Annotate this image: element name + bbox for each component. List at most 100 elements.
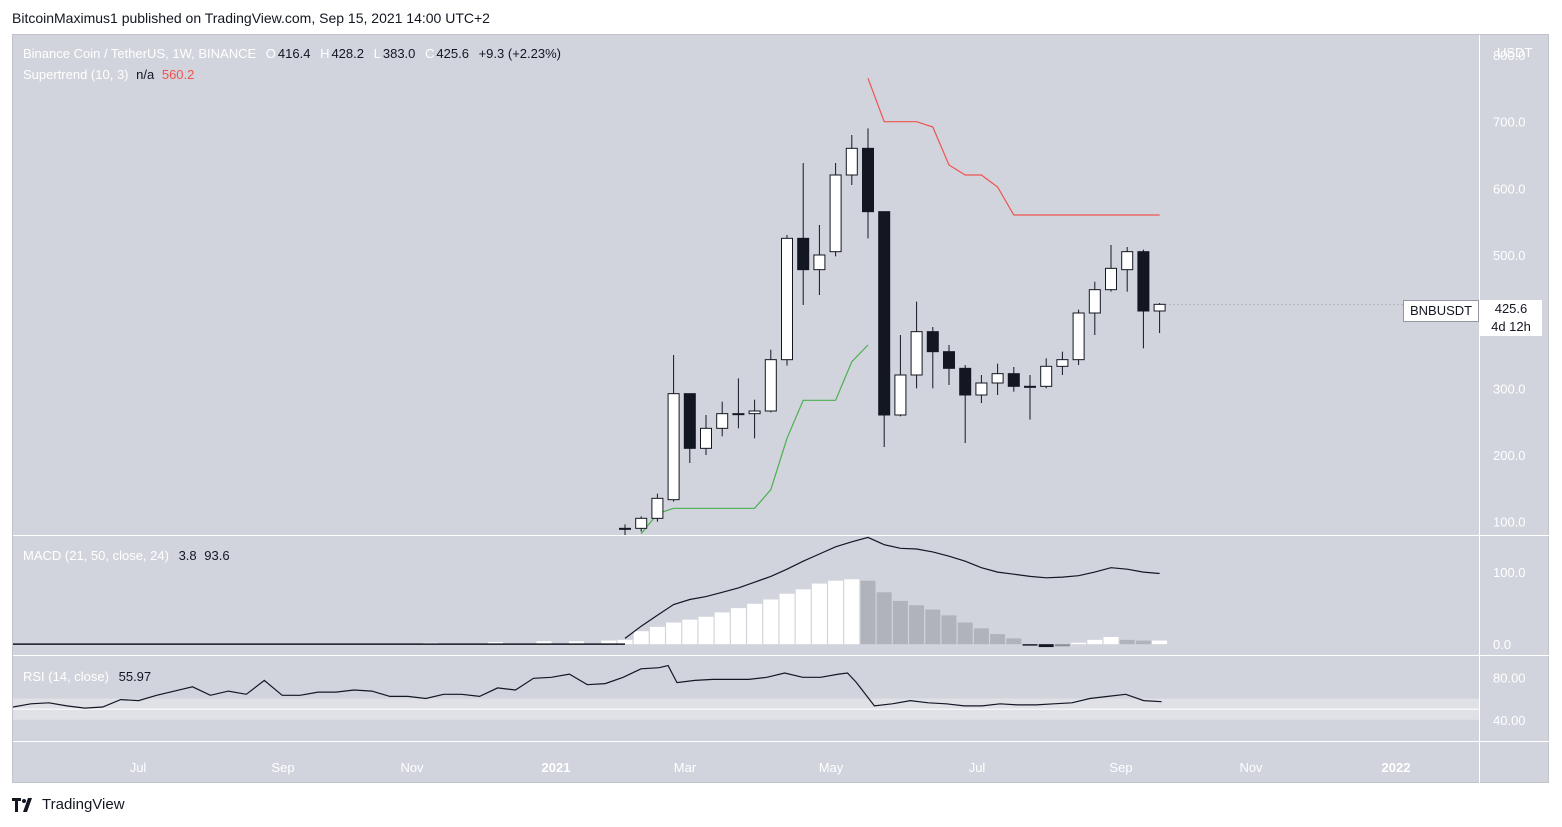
macd-line bbox=[624, 536, 1160, 639]
macd-histogram-bar bbox=[1006, 638, 1022, 645]
rsi-legend: RSI (14, close) 55.97 bbox=[23, 669, 151, 684]
tradingview-footer[interactable]: TradingView bbox=[12, 796, 125, 813]
candle-body bbox=[1024, 385, 1036, 388]
macd-histogram-bar bbox=[1087, 639, 1103, 645]
open-value: 416.4 bbox=[277, 46, 311, 61]
candle-body bbox=[1007, 373, 1020, 387]
macd-histogram-bar bbox=[763, 599, 779, 645]
price-axis-tick: 200.0 bbox=[1493, 448, 1526, 463]
time-axis-tick: Sep bbox=[271, 760, 294, 775]
candle-body bbox=[667, 393, 680, 501]
candle-body bbox=[764, 359, 777, 412]
rsi-line bbox=[13, 664, 1162, 709]
time-axis-tick: Nov bbox=[1239, 760, 1263, 775]
low-label: L bbox=[373, 46, 381, 61]
rsi-label: RSI (14, close) bbox=[23, 669, 109, 684]
supertrend-legend: Supertrend (10, 3) n/a 560.2 bbox=[23, 67, 194, 82]
candle-body bbox=[959, 367, 972, 396]
time-axis-tick: Nov bbox=[400, 760, 424, 775]
macd-value-1: 3.8 bbox=[178, 548, 197, 563]
macd-histogram-bar bbox=[860, 580, 876, 645]
candles-group bbox=[619, 128, 1166, 535]
price-axis-tick: 300.0 bbox=[1493, 381, 1526, 396]
candle-body bbox=[635, 517, 648, 529]
bar-countdown: 4d 12h bbox=[1491, 319, 1531, 334]
macd-axis-tick: 100.0 bbox=[1493, 565, 1526, 580]
price-axis-tick: 600.0 bbox=[1493, 181, 1526, 196]
close-label: C bbox=[425, 46, 435, 61]
change-value: +9.3 (+2.23%) bbox=[478, 46, 561, 61]
macd-histogram-bar bbox=[876, 592, 892, 645]
rsi-value: 55.97 bbox=[118, 669, 152, 684]
price-axis-tick: 700.0 bbox=[1493, 115, 1526, 130]
candle-body bbox=[975, 382, 988, 396]
macd-histogram-bar bbox=[779, 593, 795, 645]
price-axis-unit: USDT bbox=[1497, 45, 1532, 60]
macd-histogram-bar bbox=[730, 608, 746, 645]
main-legend: Binance Coin / TetherUS, 1W, BINANCE O 41… bbox=[23, 46, 561, 61]
rsi-axis-tick: 80.00 bbox=[1493, 670, 1526, 685]
candle-body bbox=[683, 393, 696, 449]
macd-histogram-bar bbox=[633, 631, 649, 645]
supertrend-label: Supertrend (10, 3) bbox=[23, 67, 129, 82]
macd-histogram-bar bbox=[844, 579, 860, 645]
high-label: H bbox=[320, 46, 330, 61]
macd-histogram-bar bbox=[1135, 640, 1151, 645]
symbol-price-tag: BNBUSDT bbox=[1403, 300, 1480, 322]
time-axis-tick: Mar bbox=[674, 760, 697, 775]
macd-histogram-bar bbox=[601, 640, 617, 645]
candle-body bbox=[943, 351, 955, 369]
last-price: 425.6 bbox=[1494, 301, 1528, 316]
candle-body bbox=[1137, 251, 1150, 312]
macd-histogram-bar bbox=[892, 600, 908, 645]
macd-histogram-bar bbox=[1054, 644, 1070, 647]
macd-histogram-bar bbox=[747, 603, 763, 645]
macd-histogram-bar bbox=[795, 589, 811, 645]
candle-body bbox=[1072, 312, 1085, 361]
macd-histogram-bar bbox=[698, 616, 714, 645]
macd-legend: MACD (21, 50, close, 24) 3.8 93.6 bbox=[23, 548, 230, 563]
time-axis-tick: 2021 bbox=[542, 760, 571, 775]
macd-histogram-bar bbox=[941, 615, 957, 645]
macd-histogram-bar bbox=[811, 583, 827, 645]
supertrend-na: n/a bbox=[136, 67, 155, 82]
last-price-box: 425.6 4d 12h bbox=[1480, 300, 1542, 336]
candle-body bbox=[991, 373, 1004, 384]
macd-label: MACD (21, 50, close, 24) bbox=[23, 548, 169, 563]
high-value: 428.2 bbox=[331, 46, 364, 61]
candle-body bbox=[797, 237, 810, 271]
supertrend-up-line bbox=[640, 344, 869, 535]
macd-axis-tick: 0.0 bbox=[1493, 637, 1511, 652]
macd-histogram-bar bbox=[828, 580, 844, 645]
candle-body bbox=[894, 374, 907, 416]
candle-body bbox=[1040, 365, 1053, 387]
macd-histogram-bar bbox=[973, 628, 989, 645]
time-axis-tick: Sep bbox=[1109, 760, 1132, 775]
macd-histogram-bar bbox=[1038, 644, 1054, 648]
time-axis-tick: 2022 bbox=[1382, 760, 1411, 775]
chart-frame[interactable]: USDT800.0700.0600.0500.0400.0300.0200.01… bbox=[12, 34, 1550, 784]
time-axis-tick: May bbox=[819, 760, 844, 775]
close-value: 425.6 bbox=[436, 46, 469, 61]
macd-value-2: 93.6 bbox=[204, 548, 230, 563]
supertrend-down-line bbox=[867, 78, 1160, 216]
candle-body bbox=[845, 147, 858, 176]
price-axis-tick: 800.0 bbox=[1493, 48, 1526, 63]
macd-histogram-bar bbox=[536, 641, 552, 645]
candle-body bbox=[1056, 359, 1069, 367]
macd-histogram-bar bbox=[682, 619, 698, 645]
candle-body bbox=[878, 211, 891, 416]
candle-body bbox=[910, 331, 923, 376]
candle-body bbox=[1153, 303, 1166, 312]
tradingview-logo-icon bbox=[12, 797, 32, 812]
symbol-title: Binance Coin / TetherUS, 1W, BINANCE bbox=[23, 46, 257, 61]
candle-body bbox=[1088, 289, 1101, 314]
macd-histogram-bar bbox=[990, 634, 1006, 645]
candle-body bbox=[732, 413, 745, 416]
supertrend-value: 560.2 bbox=[161, 67, 195, 82]
macd-histogram-bar bbox=[666, 622, 682, 645]
candle-body bbox=[619, 527, 631, 530]
footer-brand: TradingView bbox=[42, 796, 125, 813]
chart-svg[interactable]: USDT800.0700.0600.0500.0400.0300.0200.01… bbox=[13, 35, 1550, 784]
candle-body bbox=[1121, 251, 1134, 271]
